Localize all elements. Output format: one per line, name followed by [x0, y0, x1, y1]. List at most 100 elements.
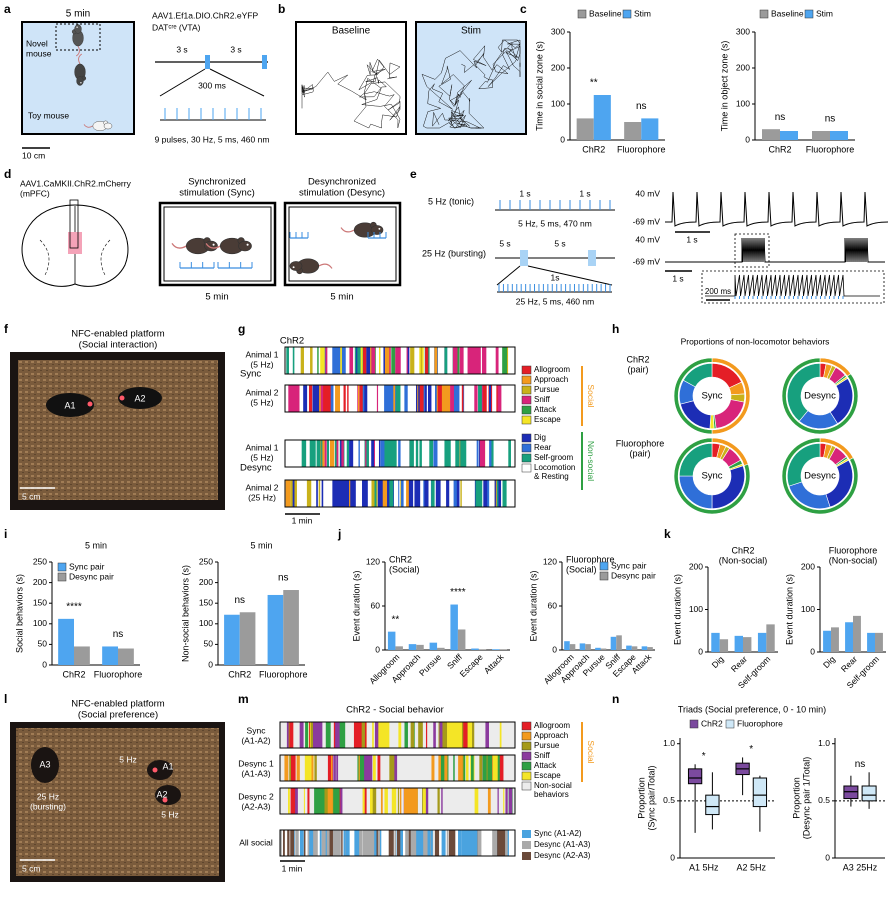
- label: Proportions of non-locomotor behaviors: [681, 336, 830, 346]
- ethogram-event: [330, 755, 333, 781]
- significance: ****: [66, 601, 82, 612]
- label: (Social interaction): [79, 340, 158, 351]
- ethogram-track: [280, 755, 515, 781]
- ethogram-event: [398, 722, 402, 748]
- ethogram-event: [455, 480, 460, 507]
- significance: **: [590, 78, 598, 89]
- legend-label: Pursue: [534, 385, 560, 394]
- mouse-icon: [289, 258, 333, 275]
- mouse-head: [76, 76, 84, 86]
- ethogram-event: [326, 385, 331, 412]
- label: A1: [162, 761, 173, 771]
- ethogram-event: [290, 755, 296, 781]
- legend-label: Desync (A2-A3): [534, 851, 591, 860]
- donut-slice: [714, 399, 745, 429]
- y-tick-label: 100: [199, 618, 213, 628]
- label: 200 ms: [705, 287, 731, 296]
- ethogram-event: [372, 722, 374, 748]
- bar: [450, 604, 458, 650]
- ethogram-event: [341, 440, 344, 467]
- x-tick-label: ChR2: [228, 669, 251, 679]
- y-tick-label: 120: [366, 556, 380, 566]
- label: 1s: [551, 272, 560, 282]
- ethogram-event: [354, 830, 357, 856]
- ethogram-event: [482, 755, 488, 781]
- ethogram-event: [391, 347, 396, 374]
- label: Desync 1: [238, 758, 274, 768]
- panel-letter: d: [4, 167, 11, 181]
- ethogram-event: [423, 385, 426, 412]
- ethogram-event: [374, 480, 377, 507]
- ethogram-event: [296, 755, 300, 781]
- ethogram-event: [342, 480, 355, 507]
- y-tick-label: 100: [33, 618, 47, 628]
- ethogram-event: [409, 440, 414, 467]
- line: [159, 68, 206, 97]
- label: 5 Hz: [119, 754, 136, 764]
- label: 3 s: [230, 44, 241, 54]
- mouse-eye: [292, 266, 295, 269]
- mouse-icon: [83, 120, 113, 132]
- ethogram-event: [378, 722, 390, 748]
- legend-swatch: [725, 719, 735, 729]
- bar: [471, 648, 479, 650]
- ethogram-event: [408, 480, 414, 507]
- ethogram-event: [322, 830, 326, 856]
- label: 40 mV: [635, 234, 660, 244]
- ethogram-event: [497, 385, 502, 412]
- ethogram-event: [365, 440, 367, 467]
- y-tick-label: 300: [551, 26, 565, 36]
- ethogram-event: [307, 830, 310, 856]
- donut-slice: [787, 443, 821, 487]
- label: (Social preference): [78, 710, 158, 721]
- panel-letter: n: [612, 692, 619, 706]
- y-tick-label: 200: [801, 561, 815, 571]
- ethogram-event: [396, 830, 401, 856]
- ethogram-event: [361, 722, 365, 748]
- chart-title: (Non-social): [719, 555, 768, 565]
- ethogram-event: [343, 830, 346, 856]
- ethogram-frame: [284, 384, 516, 413]
- mouse-tail: [78, 53, 83, 65]
- ethogram-event: [398, 480, 400, 507]
- ethogram-event: [364, 440, 369, 467]
- y-tick-label: 60: [371, 600, 381, 610]
- bar: [283, 590, 299, 665]
- panel-letter: i: [4, 527, 7, 541]
- y-axis-label: Time in social zone (s): [534, 41, 544, 131]
- ethogram-event: [369, 830, 380, 856]
- bar: [576, 118, 594, 140]
- ethogram-frame: [284, 439, 516, 468]
- mouse-eye: [108, 124, 111, 126]
- legend-swatch: [521, 781, 532, 791]
- legend-label: Rear: [534, 443, 552, 452]
- y-tick-label: 250: [199, 556, 213, 566]
- label: A1: [64, 400, 75, 410]
- ethogram-event: [460, 480, 462, 507]
- bar: [875, 632, 883, 652]
- ethogram-event: [367, 830, 371, 856]
- bar: [429, 642, 438, 650]
- legend-label: & Resting: [534, 472, 569, 481]
- label: Animal 1: [245, 349, 278, 359]
- legend-swatch: [521, 415, 532, 425]
- legend-label: Desync (A1-A3): [534, 840, 591, 849]
- label: 5 s: [554, 238, 565, 248]
- bar: [600, 648, 607, 650]
- label: DATᶜʳᵉ (VTA): [152, 22, 201, 32]
- y-tick-label: 100: [689, 604, 703, 614]
- label: 5 cm: [22, 863, 40, 873]
- y-tick-label: 100: [736, 98, 750, 108]
- label: ChR2: [280, 336, 304, 347]
- ethogram-event: [316, 480, 318, 507]
- mouse-eye: [76, 26, 78, 28]
- significance: ns: [775, 112, 786, 123]
- ethogram-event: [478, 480, 483, 507]
- ethogram-event: [463, 722, 468, 748]
- ethogram-event: [303, 788, 305, 814]
- donut-center-label: Sync: [701, 471, 722, 482]
- label: (pair): [629, 448, 650, 458]
- ethogram-event: [418, 830, 420, 856]
- ethogram-event: [423, 480, 429, 507]
- ethogram-event: [394, 830, 397, 856]
